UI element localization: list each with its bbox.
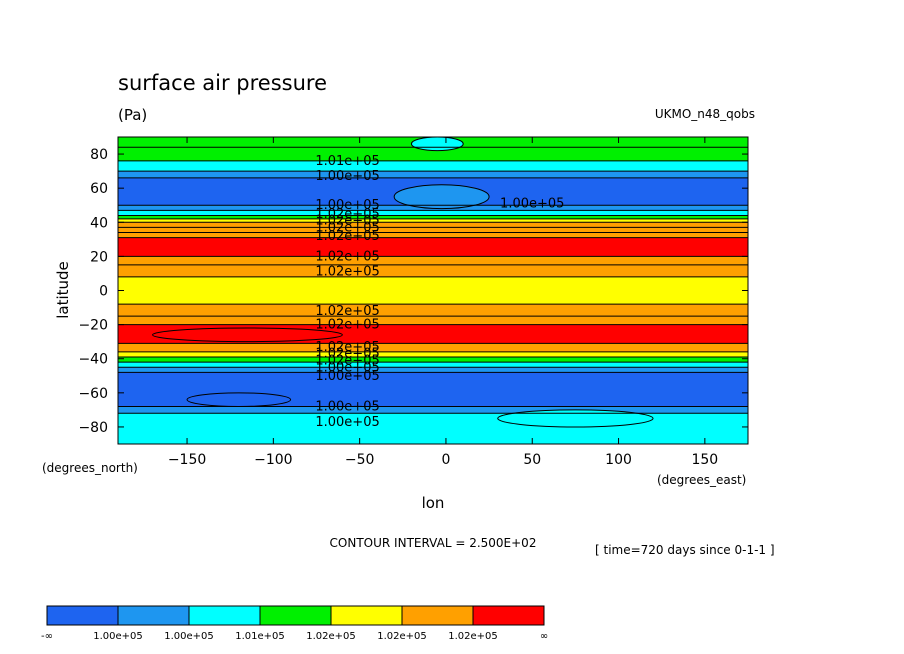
contour-band-20 — [118, 351, 748, 358]
contour-band-17 — [118, 316, 748, 325]
contour-band-2 — [118, 160, 748, 172]
y-tick-label: 20 — [90, 249, 108, 265]
contour-band-25 — [118, 406, 748, 414]
contour-band-9 — [118, 222, 748, 228]
contour-label: 1.02e+05 — [315, 304, 379, 319]
contour-band-12 — [118, 237, 748, 257]
contour-label: 1.02e+05 — [315, 207, 379, 222]
contour-blob-0 — [393, 184, 490, 210]
contour-label: 1.02e+05 — [315, 265, 379, 280]
contour-label-layer: 1.01e+051.00e+051.00e+05 1.00e+051.02e+05… — [315, 154, 564, 430]
y-tick-label: −20 — [78, 318, 108, 334]
y-units-label: (degrees_north) — [42, 461, 138, 475]
y-tick-label: 40 — [90, 215, 108, 231]
contour-label: 1.00e+05 — [315, 198, 379, 213]
colorbar-label: ∞ — [540, 631, 548, 642]
contour-label: 1.02e+05 — [315, 229, 379, 244]
y-tick-label: −80 — [78, 420, 108, 436]
contour-band-21 — [118, 357, 748, 363]
colorbar-swatch-0 — [46, 605, 119, 626]
y-tick-label: −60 — [78, 386, 108, 402]
contour-label: 1.02e+05 — [315, 214, 379, 229]
model-label: UKMO_n48_qobs — [655, 107, 755, 121]
contour-band-23 — [118, 367, 748, 373]
x-tick-label: 0 — [441, 452, 450, 468]
time-note: [ time=720 days since 0-1-1 ] — [595, 543, 775, 557]
colorbar-label: -∞ — [41, 631, 53, 642]
colorbar-swatch-6 — [472, 605, 545, 626]
contour-band-6 — [118, 210, 748, 216]
colorbar-label: 1.02e+05 — [377, 631, 427, 642]
x-tick-label: −150 — [168, 452, 206, 468]
y-tick-label: 0 — [99, 284, 108, 300]
contour-blob-2 — [152, 327, 343, 343]
contour-label: 1.01e+05 — [315, 154, 379, 169]
x-axis-label: lon — [422, 494, 445, 512]
contour-band-10 — [118, 227, 748, 233]
y-axis-label: latitude — [54, 261, 72, 319]
contour-blob-1 — [410, 137, 464, 152]
contour-label: 1.00e+05 — [315, 399, 379, 414]
contour-band-26 — [118, 413, 748, 444]
contour-label: 1.00e+05 — [500, 197, 564, 212]
contour-band-3 — [118, 171, 748, 178]
x-tick-label: 50 — [523, 452, 541, 468]
y-tick-label: 80 — [90, 147, 108, 163]
contour-band-15 — [118, 276, 748, 305]
x-tick-label: −100 — [254, 452, 292, 468]
contour-label: 1.02e+05 — [315, 353, 379, 368]
colorbar: -∞ 1.00e+05 1.00e+05 1.01e+05 1.02e+05 1.02e+… — [41, 605, 548, 642]
units-label: (Pa) — [118, 106, 147, 124]
x-tick-label: 100 — [605, 452, 632, 468]
contour-band-11 — [118, 232, 748, 238]
chart-title: surface air pressure — [118, 71, 327, 95]
contour-label: 1.02e+05 — [315, 318, 379, 333]
x-tick-label: −50 — [345, 452, 375, 468]
contour-label: 1.02e+05 — [315, 340, 379, 355]
contour-line-layer — [118, 146, 748, 444]
contour-blob-4 — [186, 392, 292, 407]
contour-band-22 — [118, 362, 748, 368]
contour-blob-3 — [497, 409, 654, 428]
x-axis-ticks: −150 −100 −50 0 50 100 150 — [168, 137, 718, 468]
colorbar-swatch-2 — [188, 605, 261, 626]
contour-label: 1.02e+05 — [315, 249, 379, 264]
contour-label: 1.00e+05 — [315, 415, 379, 430]
contour-band-1 — [118, 147, 748, 161]
contour-band-14 — [118, 264, 748, 277]
contour-label: 1.00e+05 — [315, 369, 379, 384]
colorbar-label: 1.02e+05 — [448, 631, 498, 642]
colorbar-swatch-4 — [330, 605, 403, 626]
x-units-label: (degrees_east) — [657, 473, 746, 487]
x-tick-label: 150 — [691, 452, 718, 468]
contour-fill-layer — [118, 137, 748, 444]
colorbar-swatch-3 — [259, 605, 332, 626]
contour-interval-note: CONTOUR INTERVAL = 2.500E+02 — [330, 536, 537, 550]
y-tick-label: −40 — [78, 352, 108, 368]
colorbar-label: 1.02e+05 — [306, 631, 356, 642]
y-axis-ticks: −80 −60 −40 −20 0 20 40 60 80 — [78, 147, 748, 436]
contour-label: 1.02e+05 — [315, 220, 379, 235]
colorbar-swatch-1 — [117, 605, 190, 626]
colorbar-label: 1.01e+05 — [235, 631, 285, 642]
contour-label: 1.02e+05 — [315, 347, 379, 362]
colorbar-label: 1.00e+05 — [93, 631, 143, 642]
y-tick-label: 60 — [90, 181, 108, 197]
contour-band-8 — [118, 218, 748, 223]
contour-band-7 — [118, 215, 748, 219]
contour-band-19 — [118, 343, 748, 352]
contour-label: 1.00e+05 — [315, 169, 379, 184]
colorbar-label: 1.00e+05 — [164, 631, 214, 642]
contour-band-16 — [118, 304, 748, 317]
contour-band-13 — [118, 256, 748, 265]
contour-label: 1.00e+05 — [315, 360, 379, 375]
colorbar-swatch-5 — [401, 605, 474, 626]
